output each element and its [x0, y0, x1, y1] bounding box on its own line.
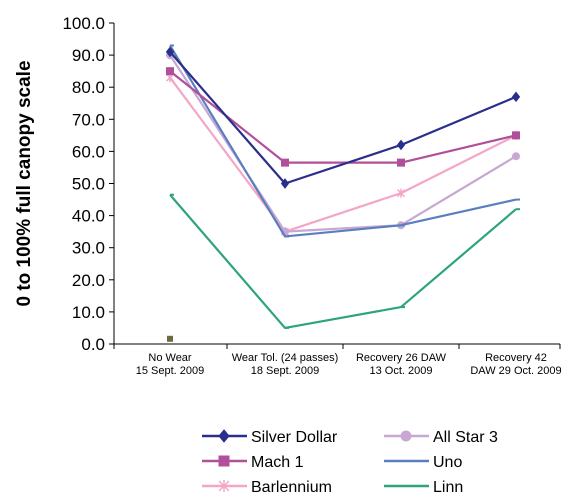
legend-item-all-star-3: All Star 3	[384, 429, 498, 446]
x-tick-label-line: No Wear	[148, 352, 192, 364]
series-point-marker	[218, 480, 230, 492]
series-line	[169, 76, 517, 233]
series-linn	[169, 193, 520, 330]
x-tick-label: No Wear 15 Sept. 2009	[136, 352, 205, 377]
series-uno	[169, 44, 520, 238]
x-tick-label-line: 18 Sept. 2009	[251, 365, 320, 377]
plot-area: 0.0 10.0 20.0 30.0 40.0 50.0 60.0 70.0 80.0 90.0 1…	[62, 14, 561, 377]
legend-label: Mach 1	[251, 454, 304, 471]
series-point-marker	[166, 67, 174, 76]
x-tick-label-line: 13 Oct. 2009	[370, 365, 433, 377]
x-tick-label-line: Recovery 26 DAW	[356, 352, 447, 364]
series-point-marker	[218, 455, 230, 467]
series-point-marker	[512, 131, 520, 140]
origin-marker	[167, 335, 173, 342]
annotations	[167, 335, 173, 342]
series-line	[169, 51, 517, 185]
series-layer	[165, 44, 521, 330]
legend-label: Silver Dollar	[251, 429, 338, 446]
y-tick-label: 80.0	[72, 78, 105, 97]
y-tick-label: 20.0	[72, 271, 105, 290]
y-tick-label: 10.0	[72, 303, 105, 322]
x-tick-label: Recovery 42 DAW 29 Oct. 2009	[470, 352, 561, 377]
x-tick-label: Recovery 26 DAW 13 Oct. 2009	[356, 352, 447, 377]
y-ticks: 0.0 10.0 20.0 30.0 40.0 50.0 60.0 70.0 80.0 90.0 1…	[62, 14, 114, 354]
legend-item-silver-dollar: Silver Dollar	[202, 429, 338, 446]
series-point-marker	[400, 430, 412, 442]
series-line	[169, 44, 517, 238]
y-tick-label: 100.0	[62, 14, 105, 33]
legend-item-mach-1: Mach 1	[202, 454, 304, 471]
x-ticks: No Wear 15 Sept. 2009 Wear Tol. (24 passes…	[113, 344, 562, 377]
series-point-marker	[512, 152, 520, 161]
series-line	[169, 194, 517, 330]
y-tick-label: 60.0	[72, 142, 105, 161]
legend-item-uno: Uno	[384, 454, 462, 471]
series-point-marker	[396, 139, 406, 151]
series-point-marker	[165, 46, 175, 58]
x-tick-label: Wear Tol. (24 passes) 18 Sept. 2009	[232, 352, 339, 377]
series-point-marker	[397, 158, 405, 167]
y-tick-label: 70.0	[72, 110, 105, 129]
series-point-marker	[218, 429, 230, 443]
x-tick-label-line: Wear Tol. (24 passes)	[232, 352, 339, 364]
series-point-marker	[281, 158, 289, 167]
y-axis-label: 0 to 100% full canopy scale	[14, 60, 35, 306]
legend-item-barlennium: Barlennium	[202, 479, 332, 496]
legend-label: Barlennium	[251, 479, 332, 496]
x-tick-label-line: Recovery 42	[485, 352, 547, 364]
y-tick-label: 50.0	[72, 175, 105, 194]
series-silver-dollar	[165, 46, 521, 189]
x-tick-label-line: 15 Sept. 2009	[136, 365, 205, 377]
series-line	[169, 54, 517, 233]
legend: Silver Dollar All Star 3 Mach 1 Uno Barlenni…	[202, 429, 498, 496]
legend-item-linn: Linn	[384, 479, 463, 496]
legend-label: Uno	[433, 454, 462, 471]
x-tick-label-line: DAW 29 Oct. 2009	[470, 365, 561, 377]
series-point-marker	[280, 178, 290, 189]
series-point-marker	[396, 188, 406, 198]
legend-label: Linn	[433, 479, 463, 496]
series-point-marker	[511, 91, 521, 103]
legend-label: All Star 3	[433, 429, 498, 446]
y-tick-label: 40.0	[72, 207, 105, 226]
y-tick-label: 0.0	[81, 335, 105, 354]
y-tick-label: 30.0	[72, 239, 105, 258]
y-tick-label: 90.0	[72, 46, 105, 65]
